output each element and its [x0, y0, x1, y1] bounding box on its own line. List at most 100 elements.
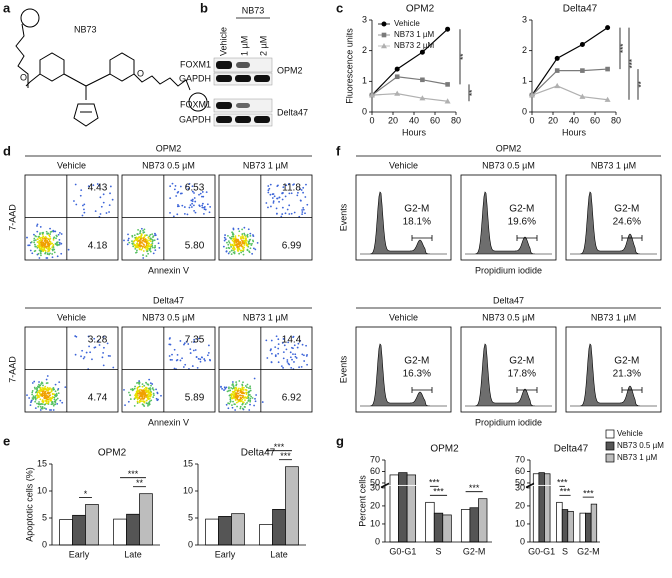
- event-dot: [155, 388, 157, 391]
- event-dot: [102, 335, 105, 338]
- treatment-label: NB73: [242, 5, 265, 15]
- event-dot: [142, 250, 145, 252]
- event-dot: [187, 187, 190, 190]
- event-dot: [29, 249, 32, 252]
- event-dot: [60, 252, 63, 255]
- event-dot: [252, 247, 255, 250]
- event-dot: [270, 352, 273, 355]
- event-dot: [40, 383, 43, 385]
- marker: [554, 55, 560, 61]
- panel-label: c: [336, 0, 343, 15]
- gate-label: G2-M: [509, 356, 534, 367]
- event-dot: [145, 234, 148, 237]
- significance: ***: [429, 478, 440, 488]
- event-dot: [231, 387, 234, 390]
- event-dot: [138, 239, 141, 242]
- bar: [425, 501, 435, 543]
- event-dot: [53, 251, 56, 254]
- event-dot: [270, 205, 272, 208]
- event-dot: [92, 184, 95, 187]
- event-dot: [277, 347, 280, 350]
- event-dot: [57, 388, 60, 390]
- x-tick-label: 20: [388, 115, 398, 125]
- event-dot: [35, 391, 37, 394]
- event-dot: [207, 344, 210, 347]
- legend-swatch: [605, 453, 615, 463]
- event-dot: [103, 346, 105, 349]
- event-dot: [136, 389, 139, 392]
- event-dot: [301, 353, 304, 356]
- event-dot: [171, 358, 173, 361]
- event-dot: [59, 399, 62, 402]
- event-dot: [246, 401, 248, 404]
- event-dot: [143, 240, 146, 243]
- event-dot: [287, 341, 290, 344]
- event-dot: [48, 253, 51, 256]
- bar: [72, 514, 86, 546]
- plot-title: NB73 0.5 µM: [482, 312, 535, 322]
- event-dot: [248, 242, 250, 245]
- event-dot: [208, 358, 211, 361]
- event-dot: [147, 395, 150, 397]
- event-dot: [123, 388, 125, 391]
- event-dot: [306, 203, 309, 206]
- event-dot: [267, 191, 270, 194]
- event-dot: [230, 395, 233, 398]
- panel-label: b: [200, 0, 208, 15]
- lane-label: 1 µM: [239, 36, 249, 56]
- event-dot: [230, 249, 233, 252]
- plot-title: NB73 0.5 µM: [142, 160, 195, 170]
- event-dot: [229, 397, 232, 399]
- event-dot: [226, 241, 228, 244]
- chart-title: Delta47: [554, 444, 589, 455]
- event-dot: [99, 196, 102, 199]
- event-dot: [241, 398, 244, 401]
- event-dot: [173, 348, 176, 351]
- panel-label: a: [3, 0, 11, 15]
- chart-title: OPM2: [430, 444, 459, 455]
- event-dot: [197, 337, 200, 340]
- event-dot: [74, 183, 77, 186]
- event-dot: [143, 384, 146, 387]
- event-dot: [102, 352, 105, 354]
- plot-title: NB73 0.5 µM: [482, 160, 535, 170]
- event-dot: [151, 242, 154, 245]
- event-dot: [241, 228, 244, 231]
- event-dot: [147, 397, 149, 400]
- event-dot: [51, 392, 54, 395]
- histogram: [360, 343, 447, 407]
- event-dot: [254, 248, 257, 251]
- y-tick-label: 2: [522, 45, 527, 55]
- event-dot: [249, 385, 252, 388]
- bar: [113, 518, 127, 546]
- event-dot: [53, 398, 56, 401]
- event-dot: [193, 197, 196, 199]
- event-dot: [190, 199, 193, 202]
- event-dot: [60, 233, 63, 235]
- event-dot: [38, 391, 41, 394]
- event-dot: [188, 206, 191, 209]
- event-dot: [247, 391, 250, 394]
- event-dot: [144, 245, 146, 248]
- event-dot: [81, 349, 84, 352]
- event-dot: [36, 230, 39, 233]
- y-tick-label: 0: [362, 106, 367, 116]
- y-axis-label: Events: [338, 355, 348, 383]
- legend-label: NB73 2 µM: [394, 41, 435, 50]
- event-dot: [182, 366, 185, 368]
- event-dot: [31, 389, 34, 392]
- plot-frame: [565, 326, 662, 413]
- event-dot: [152, 396, 155, 398]
- event-dot: [138, 248, 141, 251]
- event-dot: [286, 208, 289, 211]
- event-dot: [195, 355, 198, 358]
- event-dot: [242, 249, 245, 251]
- y-tick-label: 5: [188, 512, 193, 522]
- event-dot: [39, 233, 41, 236]
- event-dot: [193, 341, 195, 343]
- lane-label: Vehicle: [218, 27, 228, 56]
- event-dot: [130, 388, 132, 391]
- event-dot: [241, 236, 244, 239]
- significance: ***: [280, 451, 291, 461]
- event-dot: [135, 394, 138, 396]
